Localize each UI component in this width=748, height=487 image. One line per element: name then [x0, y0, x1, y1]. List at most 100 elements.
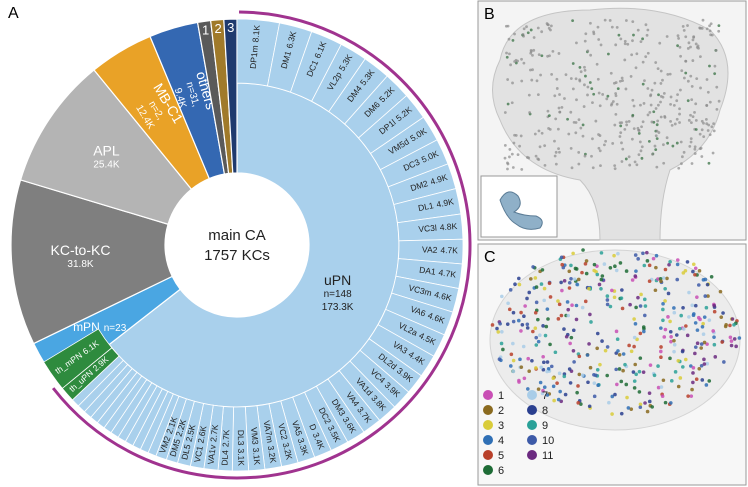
- render-dot: [500, 330, 504, 334]
- render-dot: [684, 35, 688, 39]
- render-dot: [520, 322, 525, 327]
- render-dot: [541, 367, 546, 372]
- render-dot: [643, 79, 646, 83]
- render-dot: [689, 74, 693, 78]
- render-dot: [578, 78, 582, 82]
- render-dot: [648, 110, 652, 114]
- render-dot: [561, 265, 566, 270]
- outer-value: 2.7K: [208, 424, 220, 443]
- render-dot: [722, 360, 726, 364]
- render-dot: [569, 147, 573, 150]
- legend: 1 2 3 4 5 6 7 8 9 10 11: [483, 390, 554, 477]
- render-dot: [687, 118, 691, 122]
- render-dot: [692, 312, 696, 316]
- render-dot: [506, 301, 510, 306]
- render-dot: [527, 290, 532, 295]
- render-dot: [529, 28, 533, 32]
- render-dot: [534, 366, 538, 370]
- render-dot: [594, 119, 598, 123]
- render-dot: [567, 132, 571, 136]
- render-dot: [640, 156, 644, 160]
- render-dot: [675, 141, 679, 145]
- render-dot: [702, 362, 707, 366]
- render-dot: [695, 45, 699, 49]
- render-dot: [680, 69, 684, 73]
- render-dot: [681, 365, 685, 369]
- outer-value: 2.7K: [221, 429, 232, 447]
- render-dot: [553, 139, 556, 143]
- render-dot: [676, 359, 681, 363]
- render-dot: [532, 48, 536, 52]
- render-dot: [548, 342, 552, 347]
- render-dot: [633, 274, 638, 278]
- outer-label: DL3 3.1K: [236, 430, 247, 467]
- render-dot: [598, 362, 602, 367]
- render-dot: [506, 24, 510, 28]
- render-dot: [506, 102, 510, 106]
- render-dot: [699, 346, 703, 350]
- render-dot: [599, 286, 603, 291]
- render-dot: [572, 120, 576, 124]
- render-dot: [599, 164, 602, 168]
- render-dot: [690, 303, 695, 308]
- category-name: KC-to-KC: [51, 242, 111, 258]
- category-name: 1: [202, 23, 209, 38]
- render-dot: [529, 49, 533, 52]
- render-dot: [678, 107, 681, 111]
- render-dot: [614, 43, 618, 47]
- render-dot: [689, 140, 693, 144]
- legend-label: 2: [498, 405, 504, 417]
- render-dot: [588, 365, 593, 370]
- render-dot: [556, 397, 561, 402]
- render-dot: [503, 143, 507, 147]
- outer-value: 4.7K: [440, 245, 458, 256]
- render-dot: [691, 365, 696, 370]
- render-dot: [692, 35, 696, 39]
- render-dot: [560, 105, 564, 109]
- render-dot: [705, 27, 709, 31]
- render-dot: [656, 364, 660, 368]
- render-dot: [608, 19, 612, 22]
- render-dot: [668, 356, 672, 361]
- category-name: 3: [227, 21, 234, 36]
- render-dot: [522, 27, 526, 31]
- render-dot: [554, 117, 558, 121]
- legend-label: 6: [498, 465, 504, 477]
- render-dot: [613, 164, 617, 168]
- render-dot: [702, 340, 707, 345]
- render-dot: [580, 373, 585, 377]
- render-dot: [684, 324, 688, 328]
- render-dot: [676, 44, 679, 48]
- render-dot: [619, 411, 624, 416]
- legend-swatch: [527, 405, 537, 415]
- render-dot: [526, 31, 530, 35]
- render-dot: [646, 87, 650, 90]
- render-dot: [505, 51, 508, 55]
- inset-render: [499, 191, 543, 230]
- render-dot: [583, 262, 588, 266]
- render-dot: [619, 131, 623, 135]
- render-dot: [596, 25, 600, 29]
- render-dot: [687, 41, 691, 45]
- center-title: main CA: [208, 227, 266, 244]
- render-dot: [546, 367, 551, 371]
- render-dot: [572, 277, 577, 281]
- render-dot: [505, 322, 510, 326]
- render-dot: [536, 387, 541, 391]
- legend-swatch: [527, 435, 537, 445]
- render-dot: [659, 355, 663, 359]
- render-dot: [543, 333, 548, 338]
- render-dot: [680, 155, 684, 159]
- render-dot: [632, 386, 637, 390]
- render-dot: [575, 390, 579, 395]
- render-dot: [683, 357, 688, 362]
- render-dot: [614, 112, 618, 116]
- render-dot: [559, 280, 563, 285]
- render-dot: [678, 121, 681, 124]
- render-dot: [668, 319, 672, 324]
- render-dot: [714, 48, 718, 52]
- render-dot: [610, 25, 614, 29]
- render-dot: [588, 81, 592, 84]
- render-dot: [518, 144, 522, 148]
- render-dot: [538, 380, 543, 385]
